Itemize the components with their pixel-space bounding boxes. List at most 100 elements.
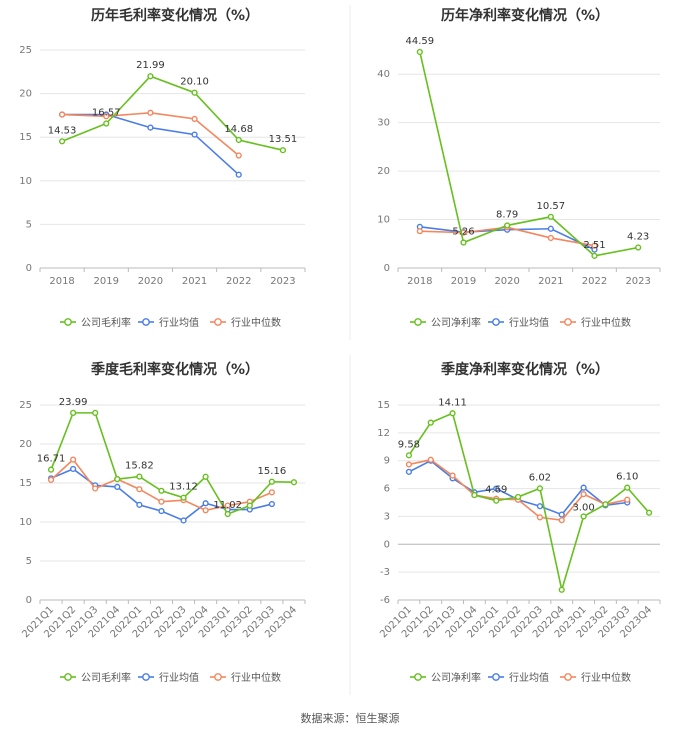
chart-title: 季度毛利率变化情况（%） [90, 361, 259, 378]
data-point-industry-median [47, 476, 55, 483]
x-tick-label: 2020 [138, 276, 163, 287]
legend-item-industry-median[interactable]: 行业中位数 [210, 671, 281, 684]
x-tick-label: 2020 [494, 276, 519, 287]
data-point-company [645, 509, 653, 516]
data-point-company [591, 252, 598, 259]
chart-panel-4: 季度净利率变化情况（%）-6-3036912152021Q12021Q22021… [377, 361, 661, 684]
data-point-industry-median [147, 109, 154, 116]
data-label: 4.69 [485, 485, 507, 496]
series-line-company [419, 51, 639, 257]
data-point-industry-median [158, 498, 165, 505]
data-point-company [180, 494, 187, 501]
data-point-company [558, 586, 565, 593]
data-label: 11.02 [213, 500, 242, 511]
x-tick-label: 2023 [270, 276, 295, 287]
legend-marker [414, 673, 422, 681]
x-tick-label: 2019 [451, 276, 476, 287]
data-point-company [602, 501, 609, 508]
data-point-industry-median [449, 472, 456, 479]
x-tick-label: 2018 [407, 276, 432, 287]
data-point-company [504, 222, 511, 229]
legend-item-company[interactable]: 公司毛利率 [60, 316, 131, 329]
legend-marker [64, 318, 72, 326]
legend-label: 行业中位数 [581, 671, 631, 684]
data-point-industry-avg [70, 465, 77, 473]
data-point-company [290, 479, 298, 486]
legend-marker [492, 673, 500, 681]
data-point-company [58, 138, 66, 145]
data-point-company [47, 466, 55, 473]
data-point-industry-median [624, 496, 631, 503]
legend-label: 行业均值 [509, 316, 549, 329]
y-tick-label: 10 [19, 517, 32, 528]
data-point-company [547, 213, 554, 220]
data-point-industry-avg [202, 500, 209, 507]
legend-item-industry-avg[interactable]: 行业均值 [138, 316, 199, 329]
data-label: 13.12 [169, 482, 198, 493]
y-tick-label: 3 [384, 511, 390, 522]
data-point-company [191, 89, 198, 96]
legend-marker [142, 318, 150, 326]
y-tick-label: 0 [384, 263, 390, 274]
series-line-industry-avg [62, 113, 240, 176]
data-point-industry-median [92, 485, 99, 492]
y-tick-label: 25 [19, 400, 32, 411]
y-tick-label: 9 [384, 456, 390, 467]
data-label: 16.71 [37, 454, 66, 465]
y-tick-label: 20 [377, 166, 390, 177]
legend-item-company[interactable]: 公司毛利率 [60, 671, 131, 684]
data-point-industry-avg [536, 503, 544, 510]
y-tick-label: 30 [377, 118, 390, 129]
y-tick-label: 20 [19, 89, 32, 100]
chart-title: 季度净利率变化情况（%） [440, 361, 609, 378]
data-point-company [279, 147, 287, 154]
data-point-company [136, 473, 143, 480]
data-point-industry-avg [180, 517, 187, 524]
legend-item-company[interactable]: 公司净利率 [410, 316, 481, 329]
data-point-company [224, 510, 231, 518]
y-tick-label: 10 [19, 176, 32, 187]
data-point-company [114, 476, 121, 483]
legend-item-industry-avg[interactable]: 行业均值 [488, 316, 549, 329]
legend-item-industry-median[interactable]: 行业中位数 [560, 671, 631, 684]
legend-item-company[interactable]: 公司净利率 [410, 671, 481, 684]
data-label: 3.00 [572, 502, 594, 513]
data-source-note: 数据来源：恒生聚源 [300, 712, 400, 725]
y-tick-label: -3 [380, 567, 390, 578]
legend-label: 行业均值 [159, 671, 199, 684]
data-label: 2.51 [583, 240, 605, 251]
data-point-industry-avg [558, 511, 565, 518]
data-point-company [536, 485, 544, 492]
data-point-industry-median [427, 456, 434, 463]
data-label: 14.68 [224, 124, 253, 135]
data-point-industry-median [136, 486, 143, 493]
legend-item-industry-median[interactable]: 行业中位数 [560, 316, 631, 329]
legend-item-industry-median[interactable]: 行业中位数 [210, 316, 281, 329]
chart-panel-3: 季度毛利率变化情况（%）05101520252021Q12021Q22021Q3… [19, 361, 306, 684]
data-label: 8.79 [496, 209, 518, 220]
x-tick-label: 2022 [226, 276, 251, 287]
data-point-industry-avg [268, 500, 275, 508]
legend-item-industry-avg[interactable]: 行业均值 [488, 671, 549, 684]
data-point-company [493, 497, 500, 504]
data-point-industry-avg [235, 171, 242, 178]
legend-label: 行业均值 [509, 671, 549, 684]
data-point-company [449, 410, 456, 417]
data-point-industry-median [416, 228, 423, 235]
legend-item-industry-avg[interactable]: 行业均值 [138, 671, 199, 684]
legend-label: 公司毛利率 [81, 671, 131, 684]
data-point-company [158, 487, 165, 494]
data-point-company [147, 73, 154, 80]
chart-title: 历年毛利率变化情况（%） [91, 7, 259, 24]
data-label: 14.53 [48, 125, 77, 136]
data-point-industry-avg [158, 507, 165, 515]
data-point-industry-median [547, 234, 554, 242]
series-line-company [50, 412, 294, 516]
data-point-company [580, 513, 587, 520]
data-point-industry-median [70, 456, 77, 463]
y-tick-label: 0 [26, 263, 32, 274]
data-point-industry-median [405, 461, 413, 468]
data-point-industry-avg [580, 484, 587, 491]
